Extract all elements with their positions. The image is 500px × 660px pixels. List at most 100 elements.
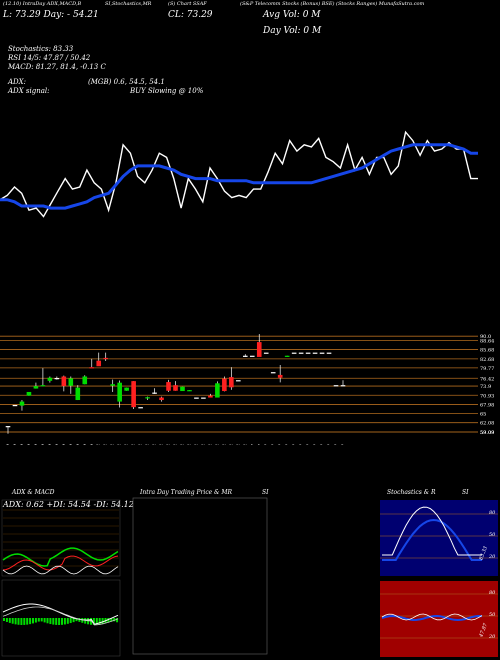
date-label: 17 Oct xyxy=(173,443,179,445)
candle-body xyxy=(5,426,11,428)
candle-body xyxy=(131,381,136,408)
candle-body xyxy=(103,357,109,360)
stoch-panel-title: Stochastics & R xyxy=(387,489,436,496)
macd-histogram-bar xyxy=(43,618,46,623)
macd-histogram-bar xyxy=(84,618,87,624)
date-label: 11 Oct xyxy=(145,443,151,445)
macd-histogram-bar xyxy=(26,618,29,625)
candle-body xyxy=(284,355,290,357)
macd-histogram-bar xyxy=(49,618,52,625)
macd-panel-frame xyxy=(1,579,121,657)
price-level-label: 67.98 xyxy=(480,402,494,408)
adx-minus-di-line xyxy=(2,555,119,571)
date-label: 01 Oct xyxy=(96,443,102,445)
date-label: 05 Nov xyxy=(263,444,269,445)
macd-histogram-bar xyxy=(90,618,92,625)
candle-body xyxy=(159,397,164,401)
macd-histogram-bar xyxy=(17,618,20,625)
candle-body xyxy=(298,352,304,354)
date-label: 24 Sep xyxy=(61,443,67,445)
price-level-label: 70.93 xyxy=(480,393,494,399)
candle-body xyxy=(54,378,60,380)
close-line: CL: 73.29 xyxy=(168,10,213,20)
candle-body xyxy=(47,377,53,381)
candle-body xyxy=(75,387,81,401)
candle-body xyxy=(110,384,115,386)
candle-body xyxy=(145,397,150,399)
stoch-level-80: 80 xyxy=(489,510,496,516)
candle-body xyxy=(117,382,122,402)
candle-body xyxy=(61,376,67,387)
stoch-panel-frame xyxy=(380,500,498,576)
macd-signal-line xyxy=(2,606,119,626)
date-label: 01 Nov xyxy=(249,444,255,445)
rsi-panel-frame xyxy=(380,581,498,657)
date-label: 18 Sep xyxy=(33,443,39,445)
candle-body xyxy=(326,352,332,354)
candle-body xyxy=(40,385,46,387)
candle-body xyxy=(173,385,178,391)
date-label: 07 Nov xyxy=(277,444,283,445)
date-label: 30 Oct xyxy=(235,443,241,445)
day-vol: Day Vol: 0 M xyxy=(263,26,322,36)
stoch-readout: Stochastics: 83.33 xyxy=(8,45,74,53)
adx-line xyxy=(2,565,119,575)
date-label: 29 Oct xyxy=(228,443,234,445)
candle-body xyxy=(305,352,311,354)
macd-histogram-bar xyxy=(3,618,5,621)
date-label: 25 Oct xyxy=(214,443,220,445)
candle-body xyxy=(138,407,143,409)
adx-signal-label: ADX signal: xyxy=(8,87,50,95)
macd-histogram-bar xyxy=(69,618,72,624)
candle-body xyxy=(180,386,185,392)
macd-histogram-bar xyxy=(5,618,8,622)
avg-vol: Avg Vol: 0 M xyxy=(263,10,321,20)
date-label: 11 Nov xyxy=(291,444,297,445)
candle-body xyxy=(222,378,227,392)
date-label: 19 Nov xyxy=(326,444,332,445)
candle-body xyxy=(19,401,25,406)
macd-histogram-bar xyxy=(46,618,49,624)
rsi-white-line xyxy=(381,613,483,621)
adx-plus-di-line xyxy=(2,547,119,567)
date-label: 24 Oct xyxy=(207,443,213,445)
date-label: 18 Nov xyxy=(319,444,325,445)
date-label: 22 Oct xyxy=(193,443,199,445)
adx-panel-frame xyxy=(1,499,121,577)
date-axis-labels: 11 Sep13 Sep16 Sep17 Sep18 Sep19 Sep20 S… xyxy=(5,443,346,445)
candle-body xyxy=(319,352,325,354)
macd-histogram-bar xyxy=(75,618,78,622)
macd-histogram-bar xyxy=(52,618,55,625)
macd-histogram-bar xyxy=(63,618,66,625)
date-label: 31 Oct xyxy=(242,443,248,445)
day-low: L: 73.29 Day: - 54.21 xyxy=(3,10,99,20)
macd-histogram-bar xyxy=(107,618,110,623)
mid-panel-title: Intra Day Trading Price & MR xyxy=(140,489,233,496)
macd-histogram-bar xyxy=(29,618,32,625)
price-level-label: 65 xyxy=(480,412,486,418)
macd-histogram-bar xyxy=(40,618,43,622)
date-label: 25 Sep xyxy=(68,443,74,445)
macd-histogram-bar xyxy=(110,618,113,622)
date-label: 27 Sep xyxy=(82,443,88,445)
date-label: 18 Oct xyxy=(179,443,185,445)
macd-histogram-bar xyxy=(34,618,37,623)
macd-histogram-bar xyxy=(55,618,58,625)
candle-body xyxy=(270,372,276,374)
rsi-blue-line xyxy=(381,614,483,622)
date-label: 17 Sep xyxy=(26,443,32,445)
candle-body xyxy=(12,404,18,407)
date-label: 23 Sep xyxy=(54,443,60,445)
macd-histogram-bar xyxy=(113,618,116,622)
candle-body xyxy=(152,392,157,394)
macd-histogram-bar xyxy=(23,618,26,625)
candle-body xyxy=(256,342,262,357)
candle-body xyxy=(194,397,199,399)
date-label: 22 Nov xyxy=(340,444,346,445)
stoch-d-line xyxy=(382,518,482,561)
header-title-4: (S&P Telecomm Stocks (Bonus) BSE) (Stock… xyxy=(240,1,425,7)
macd-histogram-bar xyxy=(72,618,75,623)
macd-histogram-bar xyxy=(11,618,14,624)
date-label: 12 Nov xyxy=(298,444,304,445)
candle-body xyxy=(33,386,39,389)
